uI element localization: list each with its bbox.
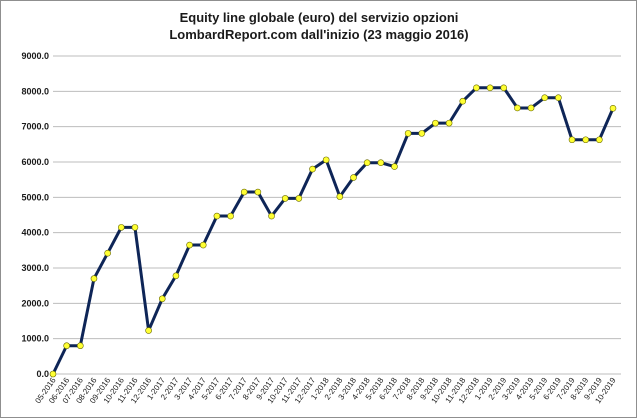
data-point [77, 342, 84, 350]
chart-subtitle: LombardReport.com dall'inizio (23 maggio… [169, 27, 468, 42]
data-point [514, 104, 521, 112]
y-tick-label: 5000.0 [21, 192, 49, 202]
data-point [199, 241, 207, 249]
y-tick-label: 4000.0 [21, 228, 49, 238]
data-point [227, 212, 234, 220]
y-tick-label: 8000.0 [21, 86, 49, 96]
data-point [145, 327, 152, 334]
equity-line [51, 86, 615, 375]
data-point [363, 159, 371, 167]
data-point [609, 104, 617, 112]
data-point [117, 224, 125, 231]
data-point [350, 174, 357, 181]
y-tick-label: 1000.0 [21, 334, 49, 344]
data-point [172, 272, 180, 280]
data-point [322, 156, 330, 164]
x-axis: 05-201606-201607-201608-201609-201610-20… [33, 376, 618, 406]
data-point [527, 104, 535, 112]
series-line [51, 86, 615, 375]
data-point [555, 94, 562, 101]
data-point [459, 97, 467, 105]
data-point [391, 163, 398, 170]
data-point [486, 84, 494, 92]
y-tick-label: 2000.0 [21, 298, 49, 308]
y-tick-label: 3000.0 [21, 263, 49, 273]
data-point [254, 188, 262, 196]
data-point [281, 195, 289, 202]
data-point [63, 342, 70, 350]
series-markers [49, 84, 617, 378]
data-point [90, 275, 98, 282]
data-point [186, 241, 193, 249]
data-point [377, 159, 385, 167]
data-point [404, 130, 412, 137]
y-tick-label: 0.0 [36, 369, 49, 379]
chart-title: Equity line globale (euro) del servizio … [180, 10, 459, 25]
data-point [49, 370, 57, 378]
data-point [240, 188, 248, 196]
data-point [473, 84, 480, 92]
data-point [445, 119, 453, 127]
y-axis: 0.0 1000.0 2000.0 3000.0 4000.0 5000.0 6000.0 7… [21, 51, 49, 379]
data-point [541, 94, 549, 101]
data-point [336, 193, 344, 200]
data-point [268, 212, 275, 220]
data-point [568, 136, 576, 144]
data-point [596, 136, 603, 144]
y-tick-label: 9000.0 [21, 51, 49, 61]
data-point [131, 224, 139, 231]
y-tick-label: 6000.0 [21, 157, 49, 167]
data-point [309, 165, 316, 173]
data-point [104, 249, 111, 257]
data-point [432, 119, 439, 127]
data-point [582, 136, 589, 144]
data-point [213, 212, 221, 220]
data-point [158, 295, 166, 303]
y-tick-label: 7000.0 [21, 122, 49, 132]
data-point [295, 195, 303, 202]
data-point [418, 130, 426, 137]
data-point [500, 84, 508, 92]
